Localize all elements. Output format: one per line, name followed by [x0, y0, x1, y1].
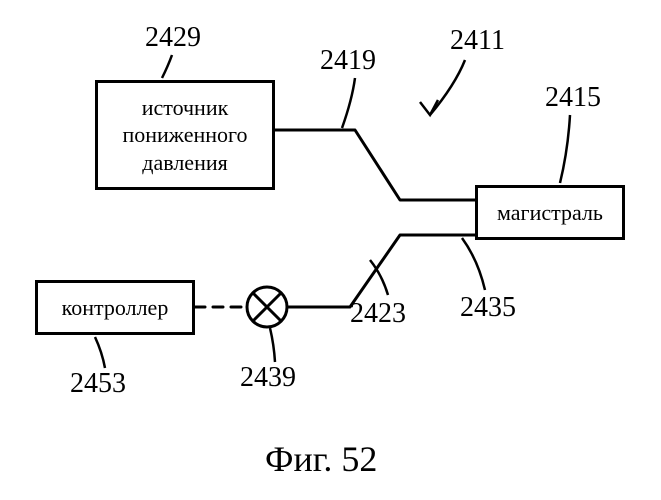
- label-2419: 2419: [320, 45, 376, 77]
- label-2415: 2415: [545, 82, 601, 114]
- label-2429: 2429: [145, 22, 201, 54]
- leader-2415: [560, 115, 570, 183]
- label-2411: 2411: [450, 25, 505, 57]
- leader-2453: [95, 337, 105, 368]
- line-valve-to-manifold: [287, 235, 475, 307]
- label-2423: 2423: [350, 298, 406, 330]
- leader-2439: [270, 328, 275, 362]
- box-controller-text: контроллер: [56, 292, 175, 324]
- leader-2429: [162, 55, 172, 78]
- leader-2435: [462, 238, 485, 290]
- box-controller: контроллер: [35, 280, 195, 335]
- valve-symbol: [247, 287, 287, 327]
- box-source: источникпониженногодавления: [95, 80, 275, 190]
- leader-2411-arrow: [420, 100, 438, 115]
- label-2453: 2453: [70, 368, 126, 400]
- leader-2419: [342, 78, 355, 128]
- diagram-canvas: { "labels": { "n2429": "2429", "n2411": …: [0, 0, 661, 500]
- label-2439: 2439: [240, 362, 296, 394]
- line-source-to-manifold: [275, 130, 475, 200]
- label-2435: 2435: [460, 292, 516, 324]
- figure-caption: Фиг. 52: [265, 438, 377, 480]
- box-source-text: источникпониженногодавления: [116, 92, 253, 179]
- box-manifold-text: магистраль: [491, 197, 609, 229]
- box-manifold: магистраль: [475, 185, 625, 240]
